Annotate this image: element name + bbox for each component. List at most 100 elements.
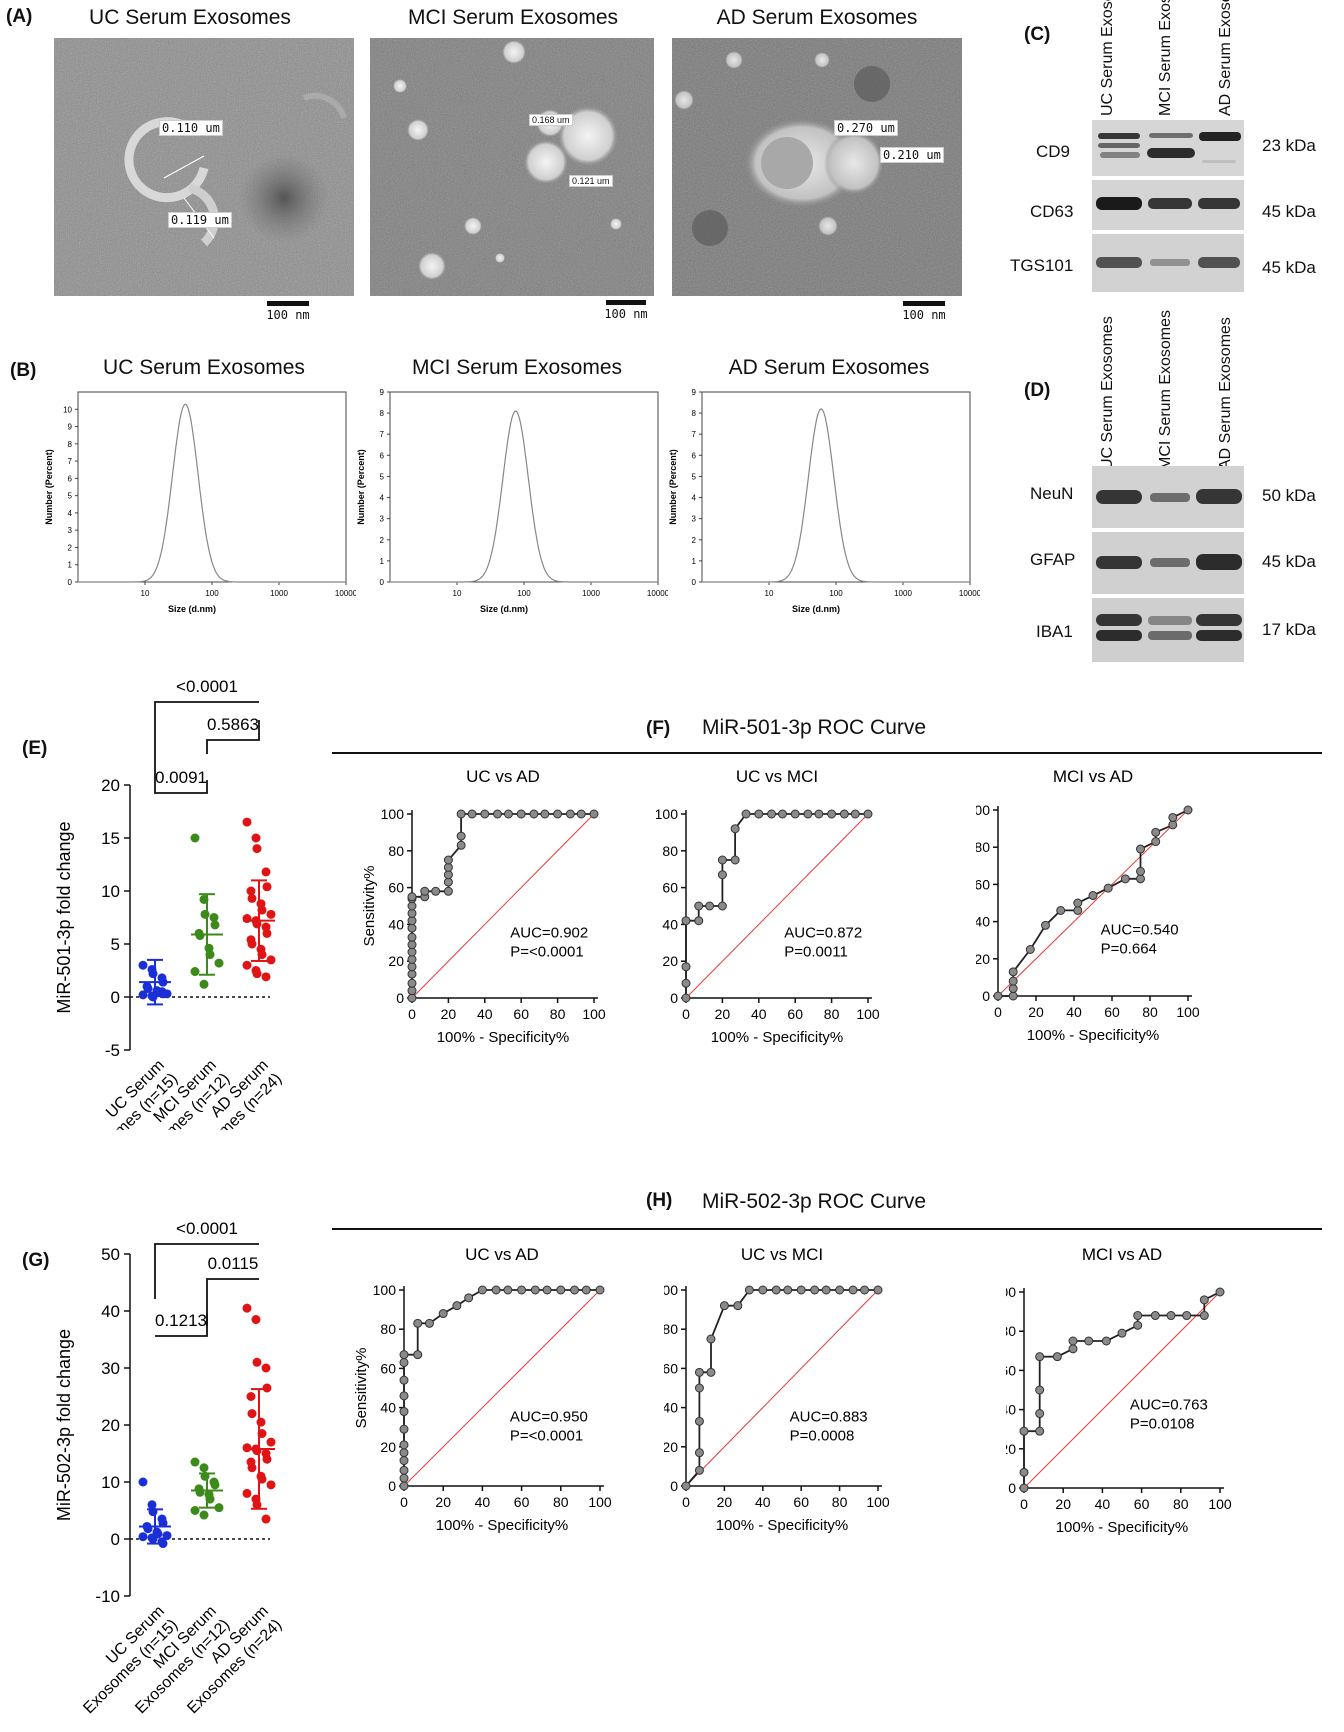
dot-point (252, 1446, 262, 1456)
roc-ytick-label: 0 (670, 990, 678, 1006)
roc-point (542, 1285, 552, 1295)
roc-point (1183, 805, 1193, 815)
dot-y-axis-label: MiR-501-3p fold change (54, 821, 74, 1013)
blot-d-size-gfap: 45 kDa (1262, 552, 1316, 571)
dot-point (138, 1477, 148, 1487)
dot-y-axis-label: MiR-502-3p fold change (54, 1329, 74, 1521)
roc-x-axis-label: 100% - Specificity% (711, 1029, 844, 1046)
roc-ytick-label: 20 (662, 953, 678, 969)
roc-point (681, 993, 691, 1003)
blot-c-protein-cd63: CD63 (1030, 202, 1074, 221)
dot-point (262, 928, 272, 938)
roc-point (681, 916, 691, 926)
dls-xtick-label: 10 (141, 589, 150, 598)
roc-point (576, 809, 586, 819)
roc-point (1136, 866, 1145, 876)
dot-point (251, 833, 261, 843)
roc-ytick-label: 20 (664, 1439, 678, 1455)
blot-d-protein-neun: NeuN (1030, 484, 1074, 503)
roc-point (1199, 1295, 1209, 1305)
roc-point (413, 1350, 423, 1360)
dot-point (162, 1531, 172, 1541)
dls-xtick-label: 1000 (270, 589, 288, 598)
dot-point (242, 1488, 252, 1498)
dot-ytick-label: 30 (101, 1359, 120, 1378)
roc-point (717, 855, 727, 865)
panel-label-f: (F) (646, 718, 671, 739)
roc-ytick-label: 60 (976, 876, 990, 892)
roc-point (1052, 1352, 1062, 1362)
roc-point (503, 1285, 513, 1295)
roc-point (810, 1285, 820, 1295)
dot-point (262, 882, 272, 892)
roc-point (407, 901, 417, 911)
dot-point (214, 1503, 224, 1513)
dot-point (210, 920, 220, 930)
roc-point (706, 1367, 716, 1377)
dot-ytick-label: -10 (95, 1587, 120, 1606)
dot-point (246, 886, 256, 896)
tem-measure-mci-1: 0.168 um (529, 114, 573, 126)
roc-point (399, 1350, 409, 1360)
dls-ytick-label: 8 (68, 440, 73, 449)
roc-point (456, 809, 466, 819)
scale-label: 100 nm (902, 308, 946, 322)
dot-ytick-label: 50 (101, 1245, 120, 1264)
blot-d-size-neun: 50 kDa (1262, 486, 1316, 505)
roc-point (399, 1391, 409, 1401)
roc-ytick-label: 80 (1006, 1323, 1016, 1339)
tem-title-ad: AD Serum Exosomes (716, 6, 918, 29)
roc-auc-label: AUC=0.872 (784, 924, 862, 941)
roc-xtick-label: 40 (475, 1494, 491, 1510)
roc-point (717, 901, 727, 911)
dls-ytick-label: 5 (68, 492, 73, 501)
roc-point (456, 831, 466, 841)
dls-ytick-label: 9 (692, 388, 697, 397)
dot-comparison-pvalue: 0.1213 (155, 1311, 207, 1330)
roc-point (540, 809, 550, 819)
dot-point (210, 1480, 220, 1490)
roc-point (719, 1301, 729, 1311)
blot-c-size-tgs101: 45 kDa (1262, 258, 1316, 277)
tem-title-mci: MCI Serum Exosomes (407, 6, 619, 29)
dot-comparison-bracket (155, 1314, 208, 1337)
dls-ytick-label: 6 (68, 474, 73, 483)
tem-measure-mci-2: 0.121 um (569, 175, 613, 187)
roc-title: UC vs MCI (736, 767, 818, 786)
dls-plot-frame (77, 391, 347, 583)
dot-ytick-label: 5 (111, 935, 120, 954)
roc-xtick-label: 100 (582, 1006, 606, 1022)
roc-point (1168, 820, 1178, 830)
roc-point (553, 809, 563, 819)
roc-y-axis-label: Sensitivity% (353, 1348, 370, 1429)
roc-h-uc-vs-mci: UC vs MCI 00 20 20 40 40 60 60 80 80 100 100 100% - … (664, 1245, 890, 1534)
roc-reference-line (685, 813, 869, 999)
scale-label: 100 nm (604, 307, 648, 321)
roc-point (694, 1416, 704, 1426)
h-divider (332, 1228, 1322, 1230)
roc-point (744, 1285, 754, 1295)
roc-xtick-label: 0 (408, 1006, 416, 1022)
roc-point (399, 1407, 409, 1417)
dls-ytick-label: 0 (68, 578, 73, 587)
panel-label-b: (B) (10, 360, 37, 381)
roc-reference-line (403, 1289, 601, 1487)
roc-point (1008, 976, 1018, 986)
roc-point (733, 1301, 743, 1311)
roc-point (993, 991, 1003, 1001)
roc-h-uc-vs-ad: UC vs AD 00 20 20 40 40 60 60 80 80 100 100 100% - S… (353, 1245, 612, 1534)
roc-point (443, 886, 453, 896)
roc-ytick-label: 60 (664, 1360, 678, 1376)
roc-x-axis-label: 100% - Specificity% (437, 1029, 570, 1046)
roc-point (399, 1358, 409, 1368)
dot-ytick-label: 10 (101, 882, 120, 901)
roc-point (407, 978, 417, 988)
dls-ytick-label: 5 (380, 472, 385, 481)
roc-point (1068, 1336, 1078, 1346)
dot-point (266, 1437, 276, 1447)
dot-point (247, 1463, 257, 1473)
dot-comparison-pvalue: <0.0001 (176, 1219, 238, 1238)
roc-ytick-label: 100 (373, 1282, 397, 1298)
roc-auc-label: AUC=0.883 (790, 1408, 868, 1425)
dls-x-axis-label: Size (d.nm) (792, 604, 840, 614)
